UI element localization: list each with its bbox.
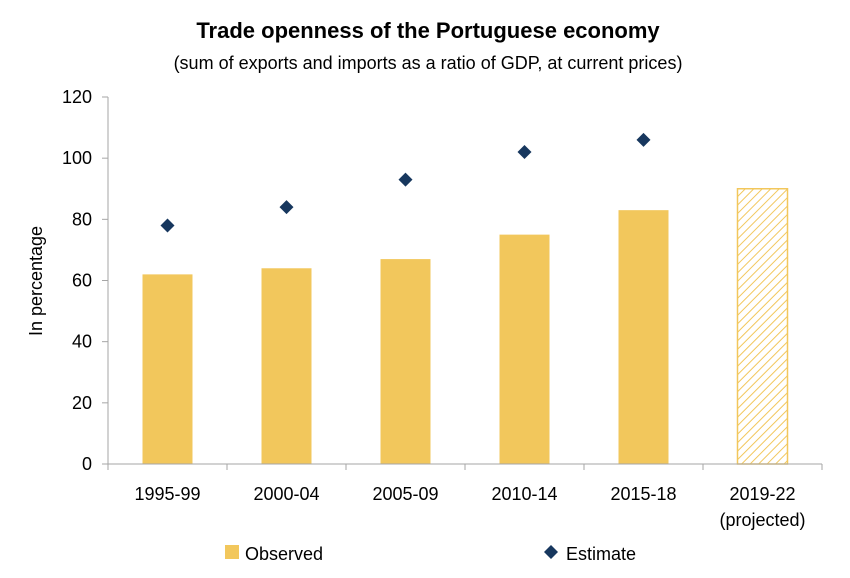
x-tick-label: 2005-09	[372, 484, 438, 504]
observed-bars	[142, 188, 789, 465]
legend-observed-label: Observed	[245, 544, 323, 564]
y-tick-label: 0	[82, 454, 92, 474]
x-tick-label: 2015-18	[610, 484, 676, 504]
y-tick-label: 60	[72, 271, 92, 291]
bar-observed	[499, 234, 550, 464]
y-axis-label: In percentage	[26, 226, 46, 336]
bar-observed	[618, 210, 669, 464]
legend-observed-swatch	[225, 545, 239, 559]
bar-observed	[142, 274, 193, 464]
y-tick-label: 20	[72, 393, 92, 413]
chart-subtitle: (sum of exports and imports as a ratio o…	[174, 53, 683, 73]
y-tick-label: 120	[62, 87, 92, 107]
estimate-markers	[160, 132, 651, 233]
x-tick-label: (projected)	[719, 510, 805, 530]
estimate-point	[279, 200, 294, 215]
axes	[107, 97, 822, 465]
estimate-point	[398, 172, 413, 187]
x-tick-label: 2019-22	[729, 484, 795, 504]
estimate-point	[636, 132, 651, 147]
bar-observed	[261, 268, 312, 464]
y-tick-label: 40	[72, 332, 92, 352]
y-tick-label: 100	[62, 148, 92, 168]
y-tick-label: 80	[72, 209, 92, 229]
x-tick-label: 2000-04	[253, 484, 319, 504]
legend: Observed Estimate	[225, 544, 636, 564]
bar-projected	[736, 188, 789, 465]
x-tick-label: 1995-99	[134, 484, 200, 504]
estimate-point	[517, 145, 532, 160]
x-tick-label: 2010-14	[491, 484, 557, 504]
y-axis-ticks: 0 20 40 60 80 100 120	[62, 87, 108, 474]
legend-estimate-label: Estimate	[566, 544, 636, 564]
chart-title: Trade openness of the Portuguese economy	[196, 18, 660, 43]
legend-estimate-diamond	[544, 545, 558, 559]
bar-observed	[380, 259, 431, 464]
estimate-point	[160, 218, 175, 233]
x-axis-ticks: 1995-99 2000-04 2005-09 2010-14 2015-18 2019-…	[107, 464, 823, 530]
